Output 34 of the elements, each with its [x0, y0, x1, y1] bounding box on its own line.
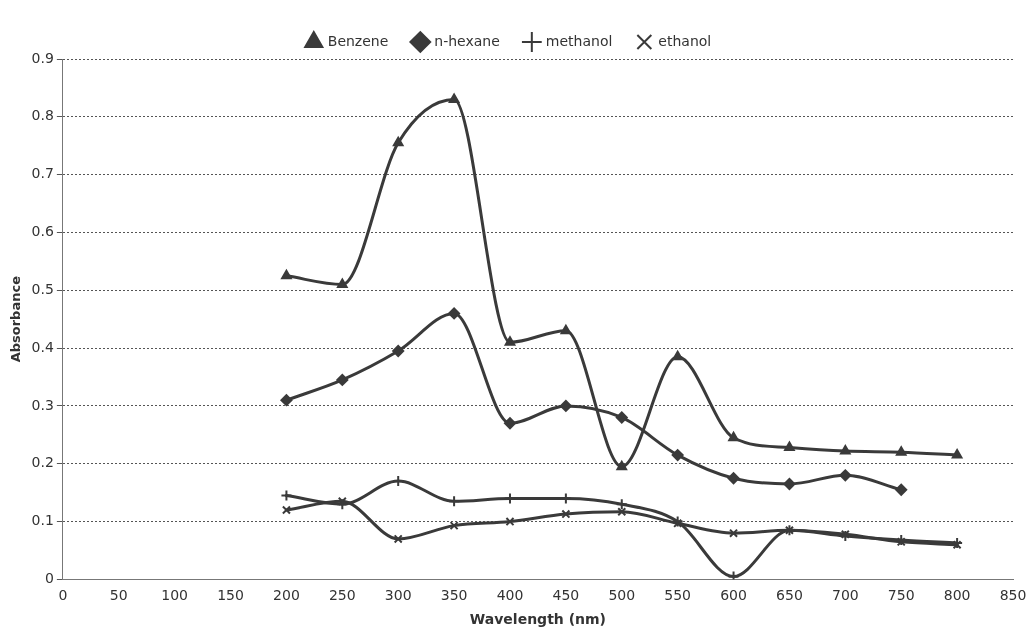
y-axis-title: Absorbance [8, 275, 24, 363]
x-axis-title: Wavelength (nm) [469, 611, 607, 628]
x-tick-label: 250 [328, 587, 356, 604]
x-tick-label: 300 [384, 587, 412, 604]
y-tick-label: 0.5 [31, 280, 54, 297]
x-tick-label: 600 [720, 587, 747, 604]
x-tick-label: 500 [608, 587, 636, 604]
y-tick-label: 0.1 [31, 512, 54, 529]
x-tick-label: 550 [664, 587, 692, 604]
x-tick-label: 150 [217, 587, 244, 604]
y-tick-label: 0 [44, 570, 54, 587]
x-tick-label: 650 [776, 587, 803, 604]
x-tick-label: 450 [552, 587, 580, 604]
legend-label: n-hexane [434, 32, 500, 49]
x-tick-label: 200 [273, 587, 300, 604]
legend-label: ethanol [658, 32, 712, 49]
y-tick-label: 0.7 [31, 165, 54, 182]
x-tick-label: 0 [58, 587, 68, 604]
legend-label: methanol [545, 32, 613, 49]
y-tick-label: 0.4 [31, 338, 54, 355]
y-tick-label: 0.6 [31, 223, 54, 240]
x-tick-label: 100 [161, 587, 189, 604]
y-tick-label: 0.9 [31, 49, 54, 66]
x-tick-label: 350 [440, 587, 468, 604]
x-tick-label: 700 [831, 587, 859, 604]
x-tick-label: 50 [109, 587, 128, 604]
x-tick-label: 750 [887, 587, 915, 604]
x-tick-label: 800 [943, 587, 971, 604]
y-tick-label: 0.8 [31, 107, 54, 124]
y-tick-label: 0.3 [31, 396, 54, 413]
y-tick-label: 0.2 [31, 454, 54, 471]
legend-label: Benzene [327, 32, 389, 49]
x-tick-label: 850 [999, 587, 1027, 604]
x-tick-label: 400 [496, 587, 524, 604]
